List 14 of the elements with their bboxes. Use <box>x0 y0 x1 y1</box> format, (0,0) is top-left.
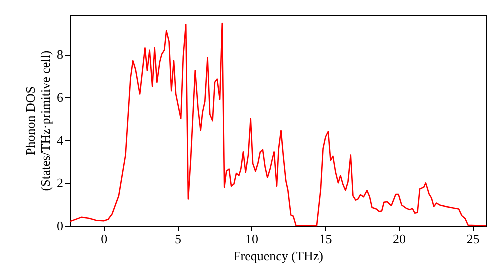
x-tick-label: 25 <box>466 232 480 246</box>
y-tick-label: 4 <box>57 132 64 148</box>
y-tick-label: 0 <box>57 218 64 234</box>
x-tick-label: 20 <box>392 232 406 246</box>
line-series <box>69 22 487 227</box>
x-tick-label: 10 <box>245 232 258 246</box>
y-tick-label: 6 <box>57 90 64 105</box>
x-tick-label: 15 <box>319 232 332 246</box>
y-axis-title: Phonon DOS (States/THz·primitive cell) <box>23 50 53 192</box>
y-tick-label: 2 <box>57 176 64 191</box>
y-tick-label: 8 <box>57 47 64 62</box>
x-tick-label: 5 <box>174 232 182 246</box>
x-axis-title: Frequency (THz) <box>234 248 324 264</box>
x-tick-label: 0 <box>101 232 108 246</box>
